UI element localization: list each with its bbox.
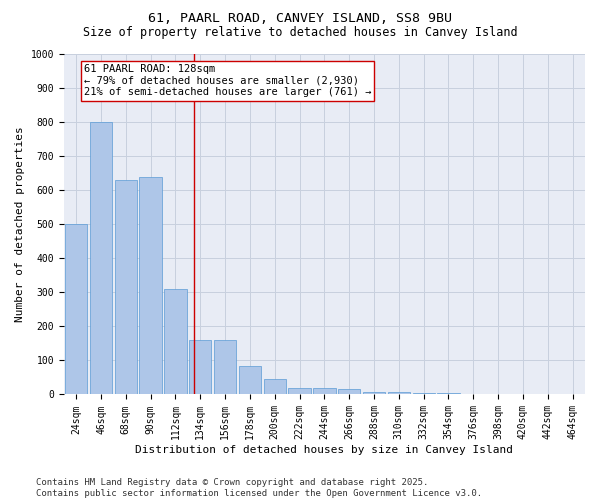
Bar [338,390,361,394]
Bar [65,224,88,394]
Bar [189,340,211,394]
Bar [388,392,410,394]
Bar [90,122,112,394]
Bar [115,180,137,394]
Y-axis label: Number of detached properties: Number of detached properties [15,126,25,322]
Bar [363,392,385,394]
Bar [313,388,335,394]
Text: Size of property relative to detached houses in Canvey Island: Size of property relative to detached ho… [83,26,517,39]
X-axis label: Distribution of detached houses by size in Canvey Island: Distribution of detached houses by size … [136,445,514,455]
Bar [239,366,261,394]
Bar [413,393,435,394]
Bar [214,340,236,394]
Bar [164,289,187,395]
Text: 61, PAARL ROAD, CANVEY ISLAND, SS8 9BU: 61, PAARL ROAD, CANVEY ISLAND, SS8 9BU [148,12,452,26]
Bar [289,388,311,394]
Bar [139,176,162,394]
Bar [263,379,286,394]
Text: Contains HM Land Registry data © Crown copyright and database right 2025.
Contai: Contains HM Land Registry data © Crown c… [36,478,482,498]
Text: 61 PAARL ROAD: 128sqm
← 79% of detached houses are smaller (2,930)
21% of semi-d: 61 PAARL ROAD: 128sqm ← 79% of detached … [83,64,371,98]
